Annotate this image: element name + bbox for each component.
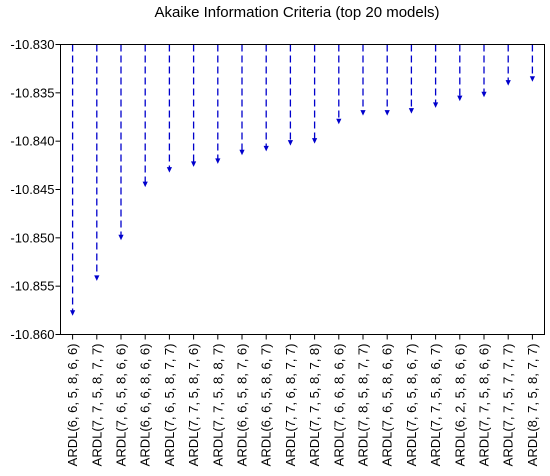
chart-title: Akaike Information Criteria (top 20 mode…	[154, 4, 439, 21]
drop-lines	[70, 44, 535, 316]
x-category-label: ARDL(7, 7, 5, 8, 7, 7)	[89, 344, 104, 467]
y-tick-label: -10.860	[10, 327, 54, 342]
x-category-label: ARDL(6, 2, 5, 8, 6, 6)	[452, 344, 467, 467]
x-category-label: ARDL(7, 8, 5, 8, 7, 7)	[356, 344, 371, 467]
drop-marker	[433, 102, 439, 108]
drop-marker	[336, 118, 342, 125]
x-category-label: ARDL(7, 7, 5, 8, 8, 7)	[210, 344, 225, 467]
x-category-label: ARDL(7, 6, 5, 8, 6, 7)	[404, 344, 419, 467]
x-category-label: ARDL(6, 6, 5, 8, 6, 7)	[259, 344, 274, 467]
drop-marker	[142, 181, 148, 188]
drop-marker	[457, 95, 463, 102]
drop-marker	[287, 140, 293, 146]
y-tick-label: -10.840	[10, 134, 54, 149]
y-axis: -10.830 -10.835 -10.840 -10.845 -10.850 -10.8…	[10, 37, 61, 342]
drop-marker	[529, 76, 535, 82]
drop-marker	[360, 110, 366, 116]
drop-marker	[312, 138, 318, 144]
y-tick-label: -10.855	[10, 279, 54, 294]
x-category-label: ARDL(7, 7, 5, 7, 7, 7)	[501, 344, 516, 467]
x-category-label: ARDL(7, 6, 5, 8, 6, 6)	[380, 344, 395, 467]
drop-marker	[505, 80, 511, 86]
drop-marker	[239, 149, 245, 156]
drop-marker	[263, 145, 269, 152]
x-category-label: ARDL(7, 6, 5, 8, 6, 6)	[114, 344, 129, 467]
plot-frame	[60, 44, 545, 335]
x-category-label: ARDL(6, 6, 5, 8, 6, 6)	[65, 344, 80, 467]
x-category-label: ARDL(7, 7, 5, 8, 7, 6)	[186, 344, 201, 467]
x-category-label: ARDL(7, 6, 6, 8, 6, 6)	[331, 344, 346, 467]
y-tick-label: -10.835	[10, 85, 54, 100]
y-tick-label: -10.850	[10, 230, 54, 245]
x-category-label: ARDL(7, 6, 5, 8, 7, 7)	[162, 344, 177, 467]
drop-marker	[384, 110, 390, 116]
drop-marker	[215, 158, 221, 164]
x-category-label: ARDL(6, 6, 5, 8, 7, 6)	[235, 344, 250, 467]
x-category-label: ARDL(7, 7, 5, 8, 7, 8)	[307, 344, 322, 467]
x-category-label: ARDL(6, 6, 6, 8, 6, 6)	[138, 344, 153, 467]
x-category-label: ARDL(8, 7, 5, 8, 7, 7)	[525, 344, 540, 467]
y-tick-label: -10.845	[10, 182, 54, 197]
x-category-label: ARDL(7, 7, 5, 8, 6, 6)	[477, 344, 492, 467]
drop-marker	[70, 310, 76, 316]
x-axis: ARDL(6, 6, 5, 8, 6, 6) ARDL(7, 7, 5, 8, 7…	[65, 334, 540, 467]
drop-marker	[408, 108, 414, 114]
drop-marker	[166, 167, 172, 173]
drop-marker	[481, 91, 487, 98]
drop-marker	[118, 234, 124, 241]
x-category-label: ARDL(7, 7, 6, 8, 7, 7)	[283, 344, 298, 467]
x-category-label: ARDL(7, 7, 5, 8, 6, 7)	[428, 343, 443, 466]
drop-marker	[94, 275, 100, 281]
drop-marker	[191, 161, 197, 167]
y-tick-label: -10.830	[10, 37, 54, 52]
